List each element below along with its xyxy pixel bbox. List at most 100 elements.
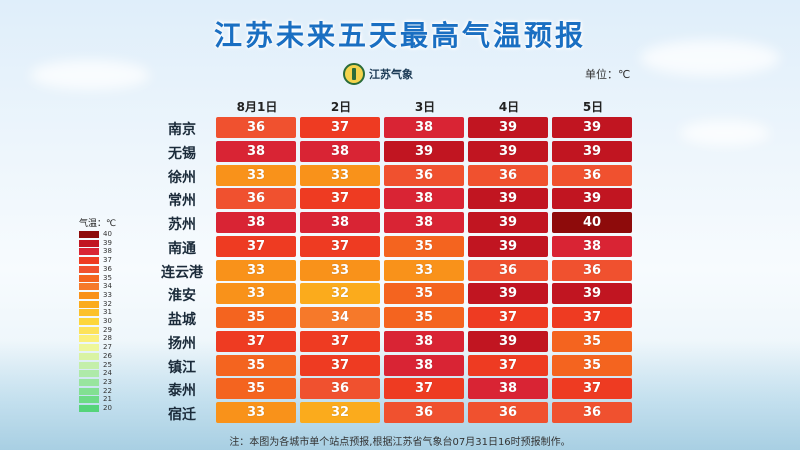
temperature-cell: 36 [216, 188, 296, 210]
city-label: 淮安 [168, 288, 196, 305]
city-label: 无锡 [168, 145, 196, 162]
temperature-cell: 35 [384, 235, 464, 257]
temperature-cell: 38 [384, 330, 464, 352]
legend-label: 27 [103, 343, 112, 352]
temperature-cell: 38 [468, 378, 548, 400]
temperature-cell: 37 [300, 354, 380, 376]
legend-label: 26 [103, 351, 112, 360]
temperature-cell: 39 [552, 140, 632, 162]
temperature-cell: 38 [384, 188, 464, 210]
legend-swatch [79, 318, 99, 325]
city-label: 常州 [168, 193, 196, 210]
city-label: 南京 [168, 122, 196, 138]
temperature-cell: 38 [384, 354, 464, 376]
legend-label: 24 [103, 369, 112, 378]
temperature-cell: 38 [216, 212, 296, 233]
legend-swatch [79, 396, 99, 404]
legend-swatch [79, 344, 99, 352]
cloud-decoration [30, 60, 150, 90]
legend-label: 23 [103, 377, 112, 386]
city-label: 扬州 [168, 335, 196, 352]
city-label: 连云港 [161, 264, 203, 281]
temperature-cell: 33 [300, 259, 380, 281]
temperature-cell: 33 [300, 164, 380, 186]
temperature-cell: 39 [468, 188, 548, 210]
legend-label: 21 [103, 395, 112, 404]
cloud-decoration [680, 120, 770, 146]
temperature-cell: 39 [468, 117, 548, 138]
temperature-cell: 38 [384, 212, 464, 233]
temperature-cell: 37 [300, 188, 380, 210]
temperature-cell: 32 [300, 283, 380, 305]
temperature-cell: 39 [468, 140, 548, 162]
legend-swatch [79, 265, 99, 273]
temperature-cell: 34 [300, 307, 380, 328]
temperature-cell: 37 [300, 235, 380, 257]
temperature-cell: 38 [216, 140, 296, 162]
temperature-cell: 39 [552, 117, 632, 138]
logo: 江苏气象 [343, 63, 413, 85]
page-title: 江苏未来五天最高气温预报 [213, 19, 586, 52]
temperature-cell: 39 [468, 330, 548, 352]
legend-swatch [79, 361, 99, 369]
temperature-cell: 36 [384, 164, 464, 186]
temperature-cell: 39 [384, 140, 464, 162]
temperature-cell: 38 [300, 212, 380, 233]
legend-swatch [79, 248, 99, 256]
temperature-cell: 40 [552, 212, 632, 233]
legend-label: 37 [103, 256, 112, 265]
temperature-cell: 38 [384, 117, 464, 138]
temperature-cell: 36 [468, 259, 548, 281]
temperature-cell: 36 [384, 402, 464, 423]
temperature-cell: 39 [468, 235, 548, 257]
temperature-cell: 37 [216, 235, 296, 257]
temperature-cell: 36 [468, 164, 548, 186]
temperature-cell: 36 [552, 259, 632, 281]
temperature-cell: 35 [552, 354, 632, 376]
city-label: 盐城 [168, 312, 196, 328]
legend-label: 28 [103, 334, 112, 343]
legend-label: 32 [103, 299, 112, 308]
city-label: 镇江 [168, 359, 196, 376]
legend-label: 29 [103, 325, 112, 334]
temperature-cell: 36 [300, 378, 380, 400]
legend-swatch [79, 309, 99, 317]
temperature-cell: 35 [216, 378, 296, 400]
temperature-cell: 37 [300, 117, 380, 138]
unit-label: 单位：℃ [585, 68, 631, 81]
legend-swatch [79, 257, 99, 265]
temperature-cell: 35 [384, 307, 464, 328]
legend-label: 40 [103, 230, 112, 238]
legend-label: 33 [103, 290, 112, 299]
temperature-cell: 38 [552, 235, 632, 257]
legend-swatch [79, 300, 99, 308]
legend-label: 35 [103, 273, 112, 282]
legend-swatch [79, 274, 99, 282]
legend-label: 22 [103, 386, 112, 395]
city-label: 南通 [168, 240, 196, 257]
temperature-cell: 37 [300, 330, 380, 352]
logo-text: 江苏气象 [369, 68, 413, 81]
legend-label: 36 [103, 264, 112, 273]
legend-swatch [79, 352, 99, 360]
legend-label: 31 [103, 308, 112, 317]
temperature-cell: 39 [552, 283, 632, 305]
legend-swatch [79, 291, 99, 299]
column-header: 8月1日 [236, 100, 278, 114]
weather-logo-icon [343, 63, 365, 85]
city-label: 徐州 [168, 169, 196, 186]
temperature-cell: 33 [216, 259, 296, 281]
temperature-cell: 37 [552, 378, 632, 400]
legend-label: 25 [103, 360, 112, 369]
legend-label: 30 [103, 317, 112, 325]
temperature-cell: 37 [384, 378, 464, 400]
temperature-cell: 39 [468, 283, 548, 305]
city-label: 泰州 [168, 383, 196, 400]
temperature-cell: 33 [216, 164, 296, 186]
legend-title: 气温：℃ [79, 219, 117, 229]
column-header: 2日 [330, 100, 352, 114]
legend-label: 39 [103, 238, 112, 247]
legend-swatch [79, 283, 99, 291]
column-header: 5日 [582, 100, 604, 114]
